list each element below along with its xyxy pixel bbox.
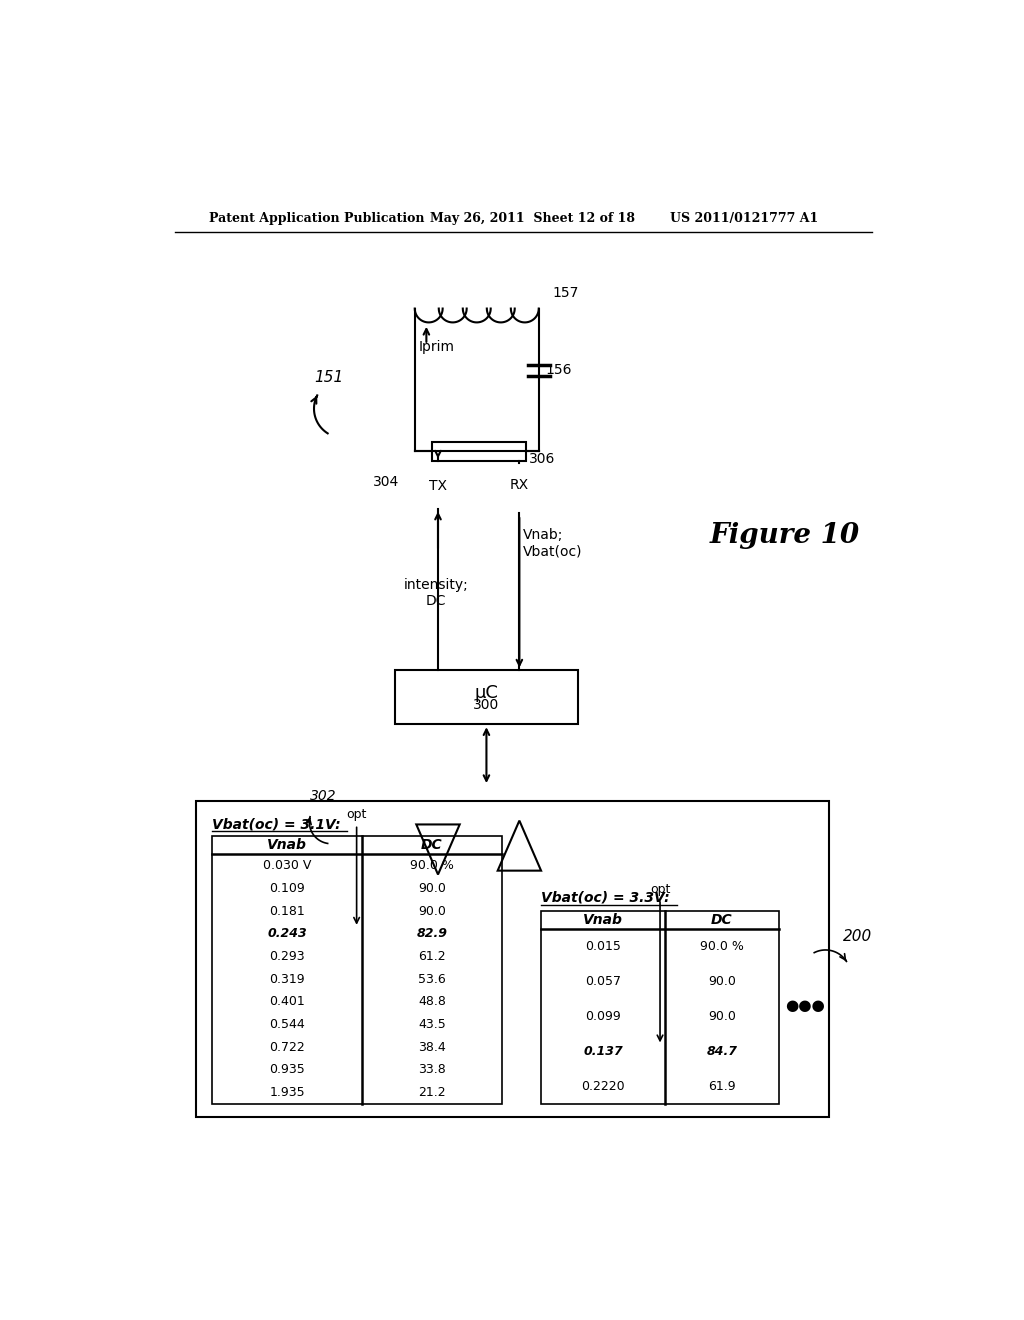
Text: 157: 157: [553, 286, 580, 300]
Text: US 2011/0121777 A1: US 2011/0121777 A1: [671, 213, 819, 224]
Text: Vbat(oc) = 3.3V:: Vbat(oc) = 3.3V:: [541, 891, 670, 904]
Text: 0.243: 0.243: [267, 928, 307, 940]
Text: 90.0: 90.0: [418, 882, 445, 895]
Text: 53.6: 53.6: [418, 973, 445, 986]
Text: 90.0: 90.0: [708, 1010, 736, 1023]
Text: 61.2: 61.2: [418, 950, 445, 964]
Text: Vnab;
Vbat(oc): Vnab; Vbat(oc): [523, 528, 583, 558]
Text: 38.4: 38.4: [418, 1040, 445, 1053]
Text: DC: DC: [711, 913, 733, 927]
Text: 0.401: 0.401: [269, 995, 305, 1008]
Text: 0.109: 0.109: [269, 882, 305, 895]
Bar: [541, 911, 779, 1104]
Text: 0.181: 0.181: [269, 904, 305, 917]
Text: ●●●: ●●●: [785, 998, 825, 1012]
Text: 0.293: 0.293: [269, 950, 305, 964]
Text: 0.030 V: 0.030 V: [263, 859, 311, 873]
Text: Vnab: Vnab: [583, 913, 623, 927]
Text: 48.8: 48.8: [418, 995, 445, 1008]
Text: 61.9: 61.9: [708, 1080, 735, 1093]
Text: 84.7: 84.7: [707, 1045, 737, 1059]
Text: 0.319: 0.319: [269, 973, 305, 986]
Text: 0.2220: 0.2220: [582, 1080, 625, 1093]
Text: 1.935: 1.935: [269, 1086, 305, 1100]
Text: 304: 304: [373, 475, 399, 488]
Text: Figure 10: Figure 10: [710, 523, 859, 549]
Text: 0.935: 0.935: [269, 1064, 305, 1076]
Text: 90.0 %: 90.0 %: [410, 859, 454, 873]
Text: 0.544: 0.544: [269, 1018, 305, 1031]
Bar: [212, 836, 502, 1104]
Text: 90.0 %: 90.0 %: [700, 940, 743, 953]
Text: 0.057: 0.057: [585, 975, 621, 989]
Text: 302: 302: [310, 789, 337, 803]
Text: 200: 200: [844, 928, 872, 944]
Text: μC: μC: [474, 684, 499, 702]
Text: opt: opt: [346, 808, 367, 821]
Text: 151: 151: [314, 371, 343, 385]
Text: Patent Application Publication: Patent Application Publication: [209, 213, 425, 224]
Text: DC: DC: [421, 838, 442, 853]
Bar: [197, 801, 829, 1117]
Text: 156: 156: [545, 363, 571, 378]
Text: 0.099: 0.099: [585, 1010, 621, 1023]
Text: Iprim: Iprim: [419, 341, 455, 354]
Text: Vbat(oc) = 3.1V:: Vbat(oc) = 3.1V:: [212, 817, 340, 832]
Text: opt: opt: [650, 883, 671, 896]
Text: 0.137: 0.137: [583, 1045, 623, 1059]
Bar: [395, 671, 578, 725]
Text: 300: 300: [473, 698, 500, 711]
Text: May 26, 2011  Sheet 12 of 18: May 26, 2011 Sheet 12 of 18: [430, 213, 635, 224]
Text: TX: TX: [429, 479, 447, 494]
Text: 0.722: 0.722: [269, 1040, 305, 1053]
Bar: [432, 442, 525, 461]
Text: 43.5: 43.5: [418, 1018, 445, 1031]
Text: 82.9: 82.9: [417, 928, 447, 940]
Text: 90.0: 90.0: [708, 975, 736, 989]
Text: Vnab: Vnab: [267, 838, 307, 853]
Text: 0.015: 0.015: [585, 940, 621, 953]
Text: RX: RX: [510, 478, 529, 492]
Text: 21.2: 21.2: [418, 1086, 445, 1100]
Text: 33.8: 33.8: [418, 1064, 445, 1076]
Text: intensity;
DC: intensity; DC: [403, 578, 468, 609]
Text: 90.0: 90.0: [418, 904, 445, 917]
Text: 306: 306: [528, 451, 555, 466]
